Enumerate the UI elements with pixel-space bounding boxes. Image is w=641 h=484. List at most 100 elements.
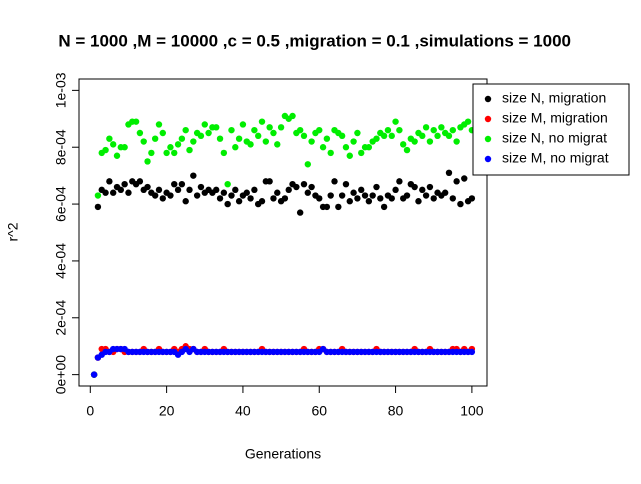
data-point <box>403 146 411 154</box>
y-axis-label: r^2 <box>5 222 21 241</box>
data-point <box>434 132 441 140</box>
y-tick-label: 4e-04 <box>53 243 69 279</box>
data-point <box>342 144 350 151</box>
data-point <box>235 198 243 205</box>
data-point <box>197 183 205 191</box>
data-point <box>304 161 312 168</box>
data-point <box>468 348 476 356</box>
data-point <box>426 138 434 145</box>
data-point <box>274 141 281 148</box>
data-point <box>300 180 308 188</box>
data-point <box>361 192 369 199</box>
data-point <box>380 132 388 140</box>
data-point <box>319 144 327 151</box>
x-tick-label: 20 <box>159 403 175 419</box>
data-point <box>274 189 281 196</box>
data-point <box>224 180 231 188</box>
y-tick-label: 0e+00 <box>53 355 69 395</box>
data-point <box>136 129 144 137</box>
data-point <box>323 203 331 211</box>
data-point <box>228 192 235 199</box>
data-point <box>258 198 266 205</box>
data-point <box>411 183 418 191</box>
data-point <box>419 186 426 194</box>
data-point <box>365 144 373 151</box>
data-point <box>232 186 239 194</box>
data-point <box>155 186 163 194</box>
data-point <box>186 186 193 194</box>
data-point <box>449 126 457 134</box>
data-point <box>350 138 357 145</box>
data-point <box>251 126 258 134</box>
legend-marker <box>484 155 492 163</box>
data-point <box>235 135 243 142</box>
data-point <box>90 371 98 378</box>
data-point <box>201 121 208 128</box>
data-point <box>464 118 472 125</box>
y-tick-label: 6e-04 <box>53 186 69 222</box>
data-point <box>270 129 277 137</box>
y-tick-label: 8e-04 <box>53 129 69 165</box>
data-point <box>216 195 224 202</box>
data-point <box>159 195 166 202</box>
data-point <box>285 186 292 194</box>
data-point <box>224 200 231 208</box>
data-point <box>190 138 197 145</box>
data-point <box>358 149 365 157</box>
data-point <box>174 186 182 194</box>
data-point <box>453 138 460 145</box>
data-point <box>373 183 380 191</box>
data-point <box>167 192 174 199</box>
data-point <box>438 124 445 131</box>
data-point <box>316 126 323 134</box>
data-point <box>461 175 468 182</box>
data-point <box>174 141 182 148</box>
data-point <box>186 146 193 154</box>
data-point <box>296 126 304 134</box>
data-point <box>373 135 380 142</box>
data-point <box>384 126 392 134</box>
data-point <box>94 192 102 199</box>
data-point <box>171 180 178 188</box>
data-point <box>335 203 342 211</box>
x-tick-label: 40 <box>235 403 251 419</box>
data-point <box>430 195 437 202</box>
data-point <box>377 195 384 202</box>
data-point <box>247 195 254 202</box>
data-point <box>380 203 388 211</box>
legend-label: size N, migration <box>502 90 606 106</box>
data-point <box>125 189 132 196</box>
data-point <box>369 192 376 199</box>
data-point <box>296 209 304 216</box>
data-point <box>140 138 147 145</box>
data-point <box>338 192 346 199</box>
data-point <box>182 126 189 134</box>
data-point <box>422 192 430 199</box>
data-point <box>338 132 346 140</box>
y-tick-label: 2e-04 <box>53 300 69 336</box>
legend-label: size M, no migrat <box>502 150 609 166</box>
data-point <box>445 169 453 177</box>
data-point <box>239 121 247 128</box>
data-point <box>354 129 361 137</box>
data-point <box>171 149 178 157</box>
data-point <box>327 192 334 199</box>
data-point <box>342 180 350 188</box>
data-point <box>205 129 212 137</box>
data-point <box>308 183 315 191</box>
data-point <box>243 189 250 196</box>
data-point <box>457 200 464 208</box>
data-point <box>167 144 174 151</box>
data-point <box>403 192 411 199</box>
data-point <box>358 186 365 194</box>
data-point <box>102 189 109 196</box>
data-point <box>430 126 437 134</box>
data-point <box>396 126 403 134</box>
data-point <box>106 178 113 185</box>
data-point <box>262 138 270 145</box>
data-point <box>392 118 399 125</box>
data-point <box>94 203 102 211</box>
legend-label: size N, no migrat <box>502 130 607 146</box>
